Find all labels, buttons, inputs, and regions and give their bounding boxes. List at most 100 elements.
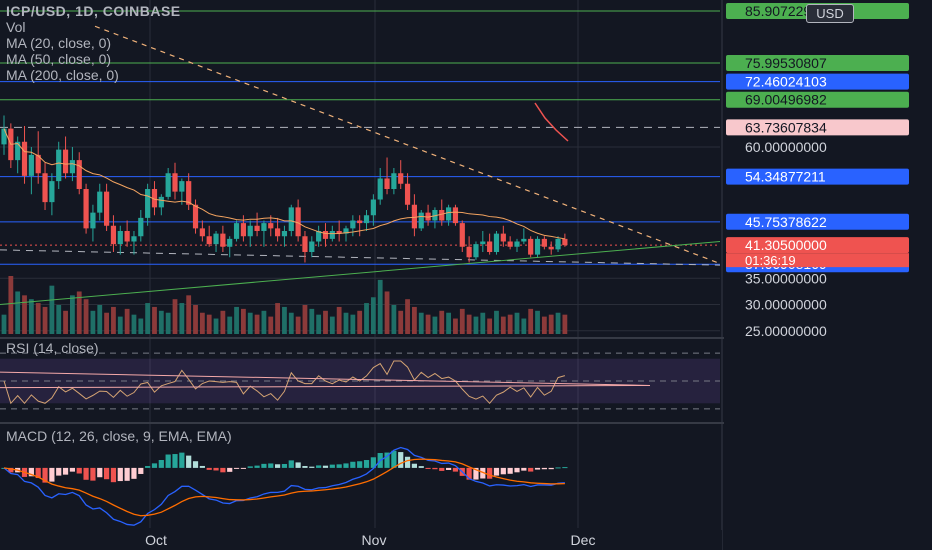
price-label: 75.99530807 (745, 55, 827, 71)
volume-bar (288, 312, 294, 334)
candle-body (555, 238, 561, 250)
macd-hist-bar (35, 467, 41, 479)
volume-bar (336, 306, 342, 334)
volume-bar (541, 316, 547, 334)
volume-bar (459, 308, 465, 334)
candle-body (418, 212, 424, 229)
volume-bar (28, 299, 34, 334)
macd-hist-bar (76, 467, 82, 474)
volume-bar (357, 310, 363, 334)
legend-ma50[interactable]: MA (50, close, 0) (6, 51, 112, 67)
price-label: 69.00496982 (745, 92, 827, 108)
volume-bar (186, 295, 192, 334)
candle-body (213, 233, 219, 245)
volume-bar (247, 312, 253, 334)
candle-body (500, 233, 506, 242)
volume-bar (494, 310, 499, 334)
volume-bar (446, 312, 451, 334)
volume-bar (111, 306, 116, 334)
volume-bar (507, 314, 513, 334)
macd-hist-bar (8, 467, 14, 473)
indicator-overlays (0, 25, 721, 305)
candle-body (69, 160, 75, 174)
candle-body (357, 220, 363, 224)
price-tick-label: 35.00000000 (745, 270, 827, 286)
volume-bar (35, 303, 41, 334)
macd-hist-bar (158, 459, 164, 468)
candle-body (541, 238, 547, 247)
macd-hist-bar (213, 467, 219, 471)
macd-hist-bar (370, 457, 376, 468)
volume-bar (439, 310, 445, 334)
macd-hist-bar (411, 463, 417, 468)
volume-bar (22, 295, 27, 334)
volume-bar (514, 312, 520, 334)
volume-bar (124, 308, 130, 334)
price-label-box (726, 168, 909, 185)
rsi-trendline (0, 384, 651, 389)
candle-body (28, 154, 34, 176)
candle-body (446, 207, 452, 221)
candle-body (165, 173, 171, 197)
price-axis: 60.00000000 35.00000000 30.00000000 25.0000… (724, 0, 932, 550)
candle-body (391, 173, 397, 189)
macd-hist-bar (268, 463, 274, 468)
volume-bar (241, 308, 246, 334)
volume-bar (1, 314, 7, 334)
price-label-box (726, 91, 909, 108)
candle-body (350, 220, 356, 229)
legend-vol[interactable]: Vol (6, 19, 26, 35)
macd-line (3, 446, 565, 526)
volume-bar (323, 310, 328, 334)
candle-body (206, 236, 212, 245)
macd-hist-bar (131, 467, 137, 479)
trendline-descending (94, 25, 721, 265)
macd-hist-bar (165, 454, 171, 468)
macd-hist-bar (336, 464, 342, 468)
ma20-line (3, 128, 565, 240)
candle-body (316, 231, 322, 242)
volume-bar (295, 316, 301, 334)
candle-body (336, 231, 342, 234)
legend-ma20[interactable]: MA (20, close, 0) (6, 35, 112, 51)
candle-body (363, 215, 370, 224)
volume-bar (158, 310, 164, 334)
macd-hist-bar (562, 467, 568, 469)
candle-body (534, 238, 541, 255)
macd-hist-bar (432, 467, 438, 470)
channel-dashed (0, 249, 721, 266)
candle-body (528, 238, 534, 255)
price-tick-label: 60.00000000 (745, 139, 827, 155)
price-label-box (726, 119, 909, 136)
candle-body (220, 233, 226, 247)
macd-hist-bar (541, 467, 547, 470)
volume-bar (165, 312, 171, 334)
legend-ma200[interactable]: MA (200, close, 0) (6, 67, 119, 83)
macd-hist-bar (500, 467, 506, 475)
macd-hist-bar (281, 463, 288, 468)
macd-legend[interactable]: MACD (12, 26, close, 9, EMA, EMA) (6, 428, 232, 444)
candle-body (158, 196, 164, 208)
volume-bar (282, 306, 287, 334)
volume-bar (261, 310, 267, 334)
price-label: 45.75378622 (745, 214, 827, 230)
candle-body (309, 241, 315, 252)
volume-bar (398, 310, 404, 334)
macd-hist-bar (206, 467, 212, 470)
macd-hist-bar (97, 467, 103, 478)
price-label: 72.46024103 (745, 74, 827, 90)
candle-body (384, 178, 390, 189)
macd-hist-bar (487, 467, 493, 479)
volume-bar (199, 312, 205, 334)
volume-bar (453, 318, 458, 334)
candle-body (452, 207, 459, 224)
volume-bar (412, 306, 417, 334)
rsi-legend[interactable]: RSI (14, close) (6, 340, 99, 356)
currency-badge[interactable]: USD (806, 4, 854, 23)
volume-bar (466, 314, 472, 334)
volume-bar (316, 314, 322, 334)
macd-hist-bar (240, 467, 246, 469)
volume-bar (172, 299, 178, 334)
